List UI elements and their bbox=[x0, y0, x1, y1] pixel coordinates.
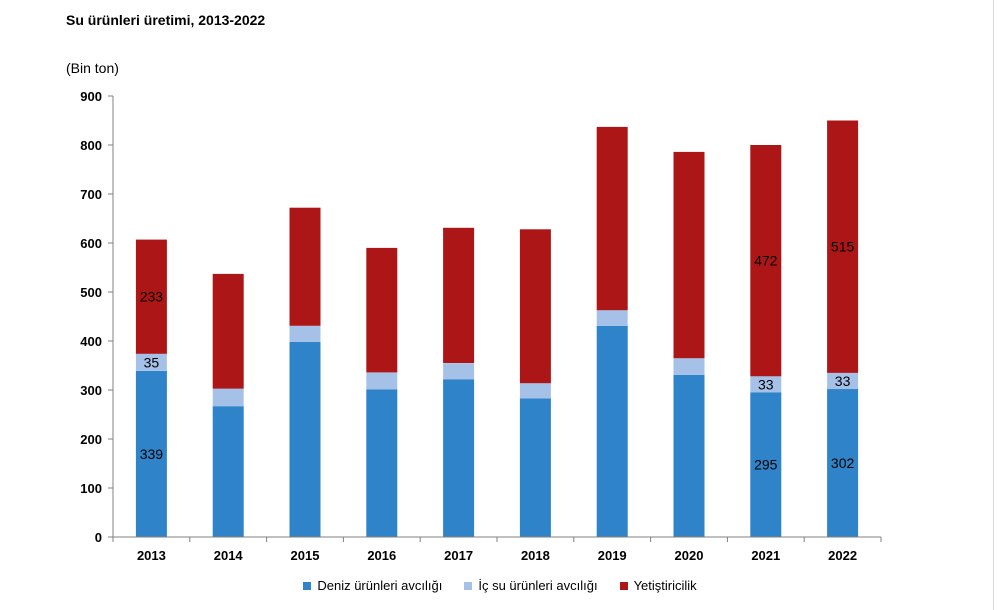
bar-deniz-2020 bbox=[673, 374, 705, 537]
bar-deniz-2017 bbox=[443, 379, 475, 537]
legend-swatch-ic-su bbox=[464, 581, 473, 590]
x-tick-label-2016: 2016 bbox=[367, 548, 396, 563]
data-label-yetistiricilik-2022: 515 bbox=[831, 239, 855, 255]
bar-deniz-2015 bbox=[289, 342, 321, 537]
axes-group: 0 100 200 300 400 500 600 700 800 900 2013 2014 2015… bbox=[80, 89, 882, 563]
legend-swatch-deniz bbox=[303, 581, 312, 590]
y-tick-label-200: 200 bbox=[80, 432, 102, 447]
bar-deniz-2021 bbox=[750, 392, 782, 537]
legend-swatch-yetistiricilik bbox=[619, 581, 628, 590]
bar-ic-su-2020 bbox=[673, 358, 705, 375]
legend-item-deniz: Deniz ürünleri avcılığı bbox=[303, 578, 442, 593]
legend-item-ic-su: İç su ürünleri avcılığı bbox=[464, 578, 598, 593]
x-tick-label-2021: 2021 bbox=[751, 548, 780, 563]
data-label-yetistiricilik-2021: 472 bbox=[754, 253, 778, 269]
bar-deniz-2019 bbox=[596, 325, 628, 537]
bar-yetistiricilik-2013 bbox=[135, 239, 167, 354]
x-tick-label-2013: 2013 bbox=[137, 548, 166, 563]
x-tick-label-2014: 2014 bbox=[214, 548, 244, 563]
chart-title: Su ürünleri üretimi, 2013-2022 bbox=[66, 12, 266, 28]
y-tick-label-300: 300 bbox=[80, 383, 102, 398]
bar-yetistiricilik-2018 bbox=[519, 229, 551, 384]
data-label-ic-su-2013: 35 bbox=[144, 354, 160, 370]
bar-deniz-2013 bbox=[135, 370, 167, 537]
bar-deniz-2022 bbox=[827, 389, 859, 537]
y-tick-label-0: 0 bbox=[95, 530, 102, 545]
frame-border bbox=[993, 0, 994, 610]
bar-deniz-2016 bbox=[366, 389, 398, 537]
bar-ic-su-2016 bbox=[366, 372, 398, 390]
bar-ic-su-2017 bbox=[443, 363, 475, 380]
bar-yetistiricilik-2014 bbox=[212, 273, 244, 389]
legend: Deniz ürünleri avcılığı İç su ürünleri a… bbox=[0, 578, 1000, 593]
bar-ic-su-2019 bbox=[596, 310, 628, 326]
x-tick-label-2020: 2020 bbox=[675, 548, 704, 563]
data-label-ic-su-2021: 33 bbox=[758, 376, 774, 392]
data-label-yetistiricilik-2013: 233 bbox=[140, 289, 164, 305]
bar-deniz-2014 bbox=[212, 406, 244, 537]
bar-yetistiricilik-2015 bbox=[289, 207, 321, 326]
data-label-deniz-2022: 302 bbox=[831, 455, 855, 471]
legend-label-yetistiricilik: Yetiştiricilik bbox=[633, 578, 697, 593]
y-tick-label-600: 600 bbox=[80, 236, 102, 251]
bar-yetistiricilik-2017 bbox=[443, 227, 475, 363]
bar-ic-su-2021 bbox=[750, 376, 782, 393]
y-tick-label-400: 400 bbox=[80, 334, 102, 349]
data-label-deniz-2013: 339 bbox=[140, 446, 164, 462]
legend-item-yetistiricilik: Yetiştiricilik bbox=[619, 578, 697, 593]
data-label-ic-su-2022: 33 bbox=[835, 373, 851, 389]
bar-ic-su-2022 bbox=[827, 372, 859, 390]
bar-yetistiricilik-2016 bbox=[366, 247, 398, 373]
bar-yetistiricilik-2021 bbox=[750, 145, 782, 377]
y-tick-label-900: 900 bbox=[80, 89, 102, 104]
x-tick-label-2019: 2019 bbox=[598, 548, 627, 563]
legend-label-deniz: Deniz ürünleri avcılığı bbox=[317, 578, 443, 593]
data-labels-group: 339 35 233 295 33 472 302 33 515 bbox=[140, 239, 855, 473]
stacked-bar-chart: 339 35 233 295 33 472 302 33 515 0 100 200 300 400 50… bbox=[80, 89, 882, 563]
y-tick-label-500: 500 bbox=[80, 285, 102, 300]
x-tick-label-2022: 2022 bbox=[828, 548, 857, 563]
bar-ic-su-2018 bbox=[519, 383, 551, 399]
y-tick-label-800: 800 bbox=[80, 138, 102, 153]
bars-group bbox=[135, 120, 859, 537]
bar-yetistiricilik-2020 bbox=[673, 151, 705, 359]
legend-label-ic-su: İç su ürünleri avcılığı bbox=[478, 578, 598, 593]
bar-ic-su-2013 bbox=[135, 353, 167, 371]
x-tick-label-2018: 2018 bbox=[521, 548, 550, 563]
data-label-deniz-2021: 295 bbox=[754, 457, 778, 473]
y-tick-label-700: 700 bbox=[80, 187, 102, 202]
bar-yetistiricilik-2022 bbox=[827, 120, 859, 373]
bar-ic-su-2015 bbox=[289, 325, 321, 342]
bar-deniz-2018 bbox=[519, 398, 551, 537]
x-tick-label-2015: 2015 bbox=[291, 548, 320, 563]
bar-ic-su-2014 bbox=[212, 388, 244, 407]
y-tick-label-100: 100 bbox=[80, 481, 102, 496]
y-axis-unit-label: (Bin ton) bbox=[66, 60, 119, 76]
bar-yetistiricilik-2019 bbox=[596, 126, 628, 311]
x-tick-label-2017: 2017 bbox=[444, 548, 473, 563]
